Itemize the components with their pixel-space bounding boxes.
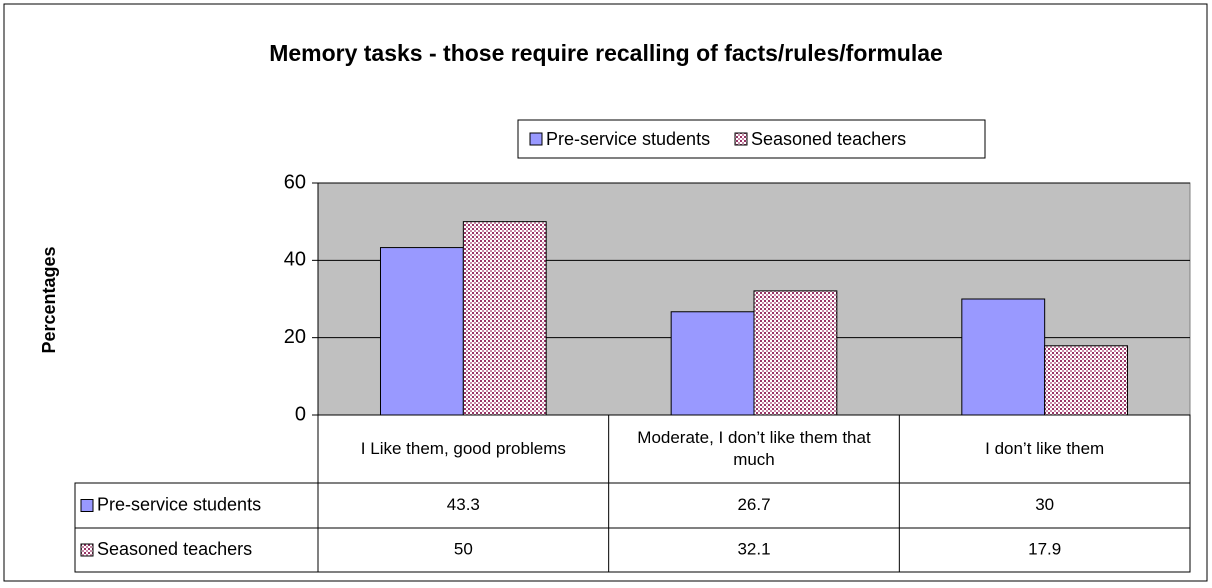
y-tick-label: 20: [284, 326, 306, 348]
legend-label: Seasoned teachers: [751, 129, 906, 149]
bar: [462, 221, 547, 416]
y-tick-label: 0: [295, 403, 306, 425]
legend-swatch: [734, 132, 748, 146]
legend-swatch: [529, 132, 543, 146]
chart-title: Memory tasks - those require recalling o…: [269, 40, 943, 66]
y-axis-label: Percentages: [39, 246, 59, 353]
table-value: 17.9: [1028, 539, 1061, 558]
legend-label: Pre-service students: [546, 129, 710, 149]
bar: [670, 311, 755, 416]
table-legend-swatch: [80, 543, 94, 557]
x-tick-label: I Like them, good problems: [360, 438, 566, 458]
table-value: 32.1: [737, 539, 770, 558]
x-tick-label: I don’t like them: [985, 438, 1105, 458]
table-row-label: Seasoned teachers: [97, 539, 252, 559]
bar: [379, 247, 464, 416]
bar: [1044, 345, 1129, 416]
table-legend-swatch: [80, 499, 94, 512]
y-tick-label: 40: [284, 249, 306, 271]
table-value: 30: [1035, 495, 1054, 514]
table-value: 50: [454, 539, 473, 558]
bar: [753, 290, 838, 416]
x-tick-label: Moderate, I don’t like them that much: [637, 427, 871, 469]
bar: [961, 298, 1046, 416]
table-row-label: Pre-service students: [97, 494, 261, 514]
legend-box: [517, 119, 986, 159]
table-value: 26.7: [737, 495, 770, 514]
y-tick-label: 60: [284, 171, 306, 193]
x-tick-label-box: I don’t like them: [985, 438, 1105, 458]
x-tick-label-box: I Like them, good problems: [360, 438, 566, 458]
x-tick-label-box: Moderate, I don’t like them that much: [637, 427, 871, 469]
table-value: 43.3: [447, 495, 480, 514]
